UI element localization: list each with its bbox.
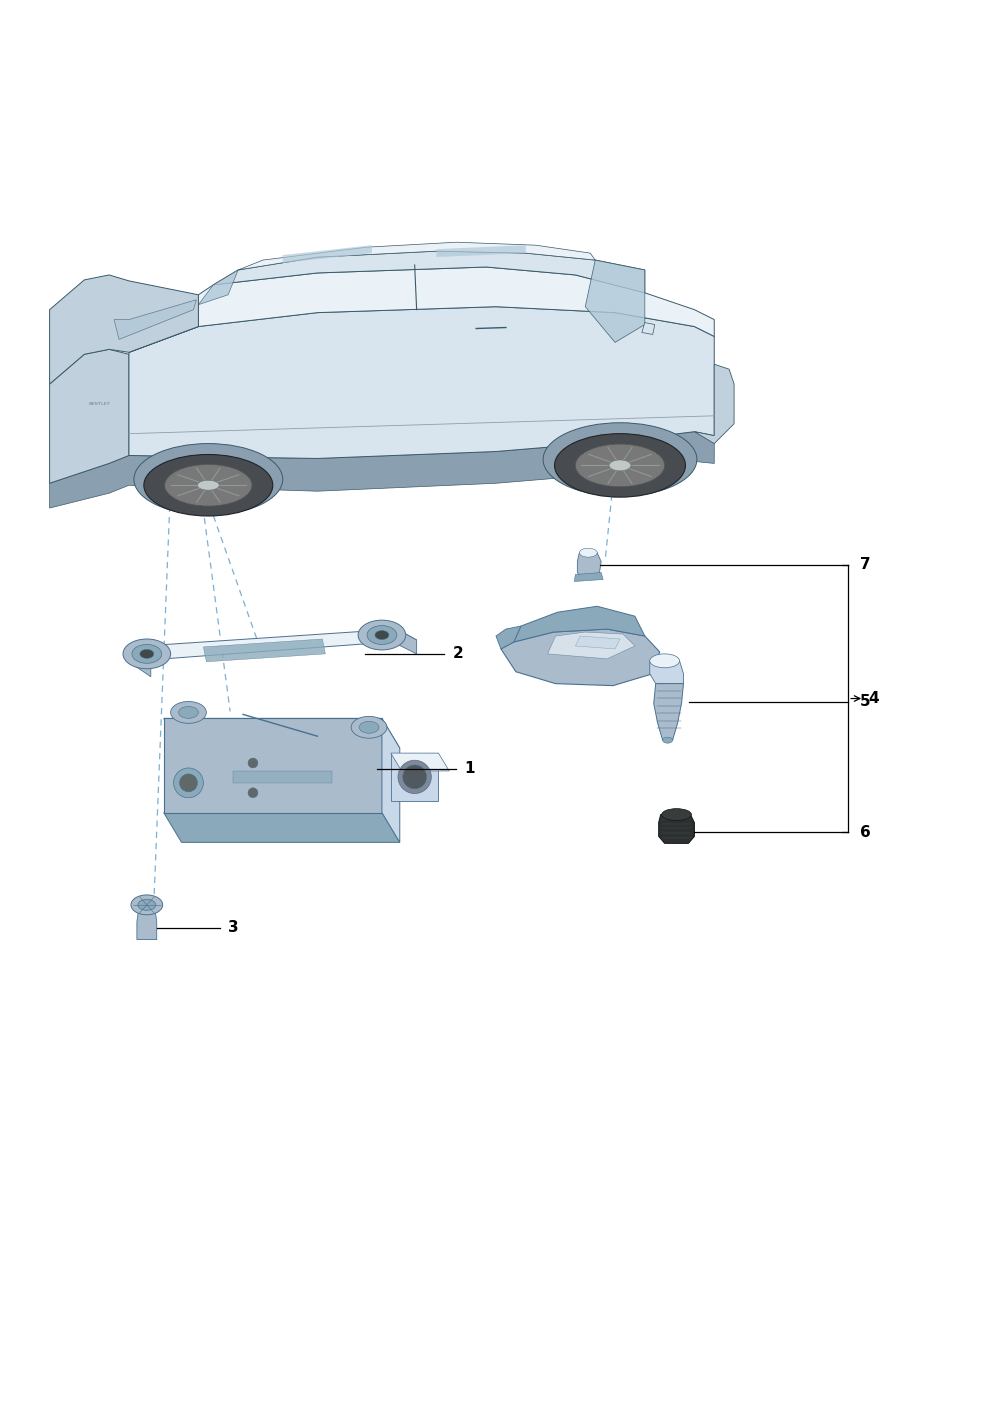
Ellipse shape xyxy=(197,480,219,490)
Text: BENTLEY: BENTLEY xyxy=(88,401,110,405)
Polygon shape xyxy=(50,349,129,483)
Polygon shape xyxy=(397,629,417,654)
Ellipse shape xyxy=(174,767,203,798)
Polygon shape xyxy=(585,260,645,342)
Polygon shape xyxy=(164,718,400,748)
Polygon shape xyxy=(137,908,157,940)
Ellipse shape xyxy=(403,765,427,788)
Polygon shape xyxy=(659,815,694,843)
Ellipse shape xyxy=(138,899,156,911)
Ellipse shape xyxy=(144,455,273,516)
Polygon shape xyxy=(129,307,714,459)
Ellipse shape xyxy=(351,717,387,738)
Ellipse shape xyxy=(179,707,198,718)
Polygon shape xyxy=(238,243,595,269)
Polygon shape xyxy=(129,267,714,352)
Text: 6: 6 xyxy=(860,825,871,840)
Ellipse shape xyxy=(359,721,379,734)
Polygon shape xyxy=(198,269,238,304)
Polygon shape xyxy=(129,629,417,659)
Ellipse shape xyxy=(662,808,691,821)
Ellipse shape xyxy=(663,737,673,744)
Ellipse shape xyxy=(134,443,283,515)
Ellipse shape xyxy=(375,630,389,640)
Polygon shape xyxy=(436,246,526,257)
Ellipse shape xyxy=(358,620,406,650)
Text: 7: 7 xyxy=(860,557,871,572)
Ellipse shape xyxy=(367,626,397,644)
Polygon shape xyxy=(501,629,660,686)
Polygon shape xyxy=(574,572,603,581)
Text: 2: 2 xyxy=(452,647,463,661)
Ellipse shape xyxy=(132,644,162,664)
Ellipse shape xyxy=(398,760,432,794)
Ellipse shape xyxy=(544,422,696,497)
Ellipse shape xyxy=(579,549,597,557)
Polygon shape xyxy=(283,246,372,262)
Ellipse shape xyxy=(180,774,197,791)
Polygon shape xyxy=(382,718,400,842)
Ellipse shape xyxy=(650,654,680,668)
Text: 3: 3 xyxy=(228,920,239,936)
Polygon shape xyxy=(694,365,734,443)
Polygon shape xyxy=(50,432,714,508)
Polygon shape xyxy=(164,812,400,842)
Text: 1: 1 xyxy=(464,762,475,776)
Text: 4: 4 xyxy=(868,692,879,706)
Ellipse shape xyxy=(131,895,163,915)
Polygon shape xyxy=(233,770,332,783)
Polygon shape xyxy=(203,638,325,662)
Ellipse shape xyxy=(171,702,206,724)
Ellipse shape xyxy=(248,788,258,798)
Text: 5: 5 xyxy=(860,694,871,709)
Ellipse shape xyxy=(248,758,258,767)
Ellipse shape xyxy=(609,460,631,471)
Polygon shape xyxy=(50,275,198,384)
Ellipse shape xyxy=(575,445,665,487)
Polygon shape xyxy=(213,251,645,293)
Ellipse shape xyxy=(123,638,171,669)
Polygon shape xyxy=(164,718,382,812)
Polygon shape xyxy=(391,753,438,801)
Polygon shape xyxy=(577,553,601,579)
Polygon shape xyxy=(548,633,635,659)
Polygon shape xyxy=(642,323,655,334)
Ellipse shape xyxy=(165,464,252,506)
Polygon shape xyxy=(129,647,151,676)
Polygon shape xyxy=(391,753,449,770)
Ellipse shape xyxy=(140,650,154,658)
Polygon shape xyxy=(114,300,196,340)
Polygon shape xyxy=(650,661,683,683)
Polygon shape xyxy=(496,626,521,650)
Ellipse shape xyxy=(555,434,685,497)
Polygon shape xyxy=(575,636,620,650)
Polygon shape xyxy=(654,683,683,741)
Polygon shape xyxy=(514,606,645,643)
